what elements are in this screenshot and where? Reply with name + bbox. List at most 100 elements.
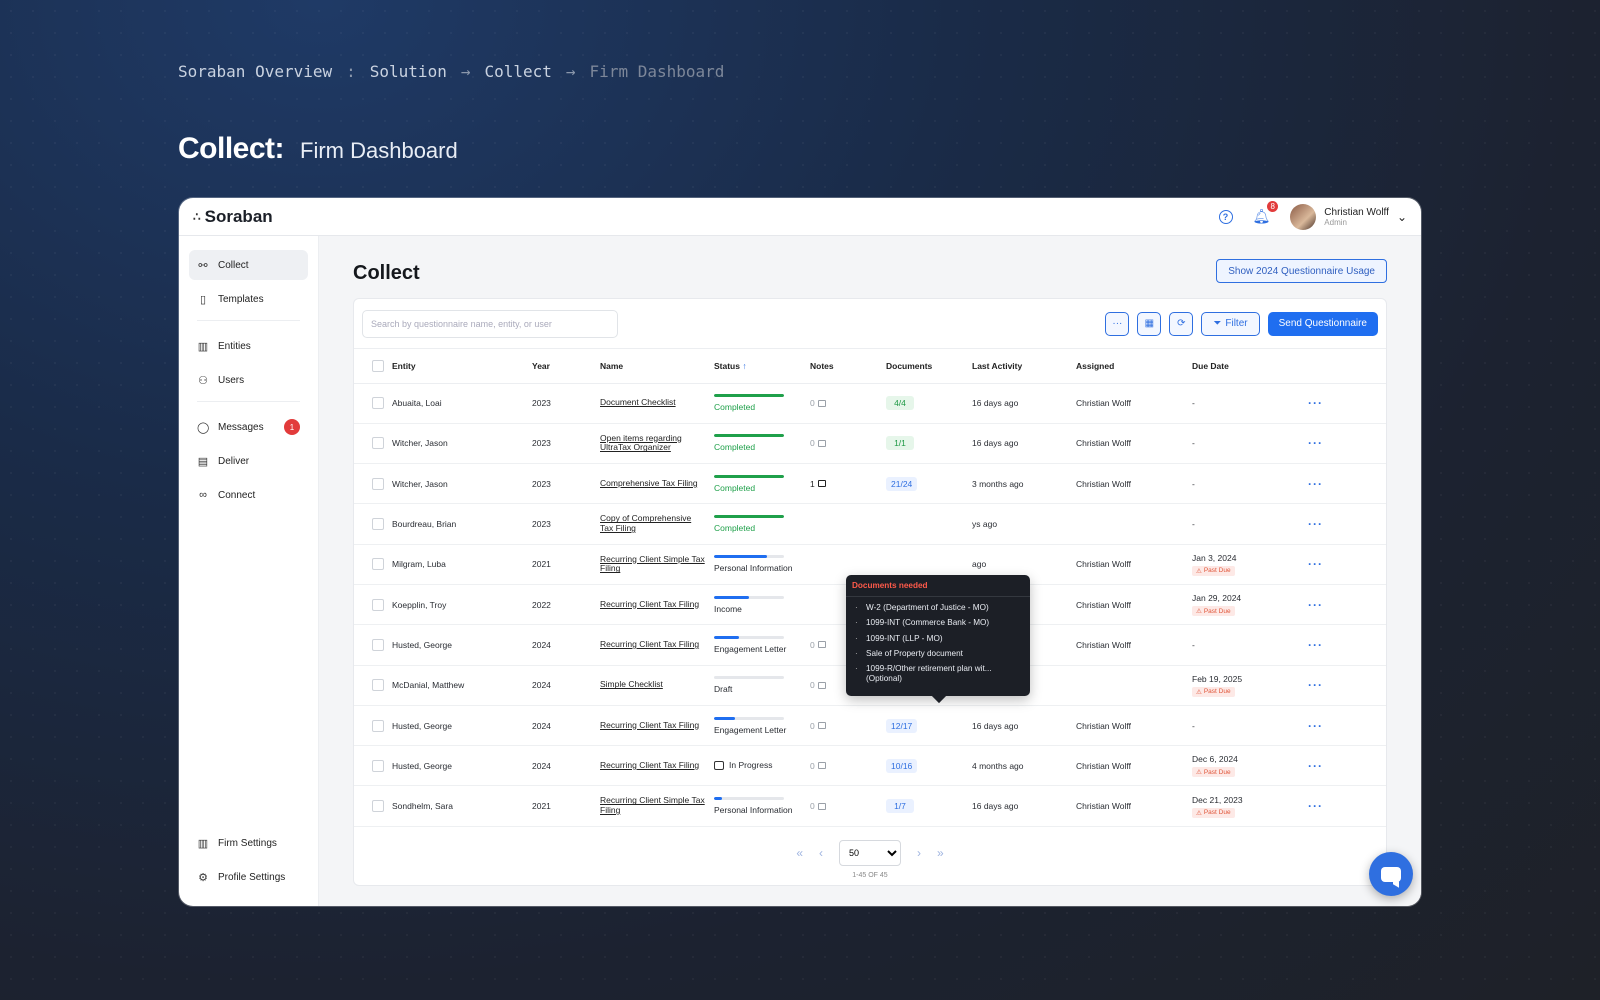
documents-badge[interactable]: 1/1 (886, 436, 914, 451)
row-actions-icon[interactable]: ··· (1308, 597, 1323, 612)
column-header[interactable]: Notes (806, 349, 882, 384)
column-header[interactable]: Assigned (1072, 349, 1188, 384)
calendar-icon[interactable]: ▦ (1137, 311, 1162, 336)
row-checkbox[interactable] (372, 518, 384, 531)
column-header-status[interactable]: Status ↑ (710, 349, 806, 384)
table-row[interactable]: Witcher, Jason 2023 Comprehensive Tax Fili… (354, 463, 1386, 505)
documents-badge[interactable]: 1/7 (886, 799, 914, 814)
row-actions-icon[interactable]: ··· (1308, 436, 1323, 451)
first-page-icon[interactable]: « (796, 846, 803, 860)
sidebar-item-messages[interactable]: ◯ Messages 1 (189, 412, 308, 442)
questionnaire-link[interactable]: Recurring Client Tax Filing (600, 719, 700, 730)
breadcrumb-separator: → (565, 62, 576, 81)
notes-indicator[interactable]: 1 (810, 479, 878, 489)
user-menu[interactable]: Christian Wolff Admin ⌄ (1290, 203, 1407, 230)
sidebar-item-users[interactable]: ⚇ Users (189, 365, 308, 395)
table-row[interactable]: Husted, George 2024 Recurring Client Tax F… (354, 705, 1386, 747)
table-row[interactable]: Husted, George 2024 Recurring Client Tax F… (354, 745, 1386, 787)
column-header[interactable]: Documents (882, 349, 968, 384)
questionnaire-link[interactable]: Recurring Client Tax Filing (600, 759, 700, 770)
sidebar-item-entities[interactable]: ▥ Entities (189, 331, 308, 361)
documents-badge[interactable]: 4/4 (886, 396, 914, 411)
notes-indicator[interactable]: 0 (810, 680, 878, 690)
notes-indicator[interactable]: 0 (810, 801, 878, 811)
row-checkbox[interactable] (372, 397, 384, 410)
row-checkbox[interactable] (372, 558, 384, 571)
row-actions-icon[interactable]: ··· (1308, 476, 1323, 491)
prev-page-icon[interactable]: ‹ (819, 846, 823, 860)
notes-indicator[interactable]: 0 (810, 398, 878, 408)
send-questionnaire-button[interactable]: Send Questionnaire (1267, 311, 1378, 336)
row-actions-icon[interactable]: ··· (1308, 799, 1323, 814)
questionnaire-link[interactable]: Document Checklist (600, 397, 676, 408)
questionnaire-link[interactable]: Recurring Client Simple Tax Filing (600, 553, 705, 574)
note-icon (817, 802, 826, 810)
search-input[interactable]: Search by questionnaire name, entity, or… (362, 309, 618, 338)
questionnaire-link[interactable]: Recurring Client Tax Filing (600, 639, 700, 650)
row-actions-icon[interactable]: ··· (1308, 396, 1323, 411)
row-actions-icon[interactable]: ··· (1308, 557, 1323, 572)
questionnaire-link[interactable]: Open items regarding UltraTax Organizer (600, 432, 682, 453)
row-checkbox[interactable] (372, 759, 384, 772)
row-checkbox[interactable] (372, 638, 384, 651)
filter-button[interactable]: ⏷ Filter (1201, 311, 1260, 336)
table-row[interactable]: Sondhelm, Sara 2021 Recurring Client Simpl… (354, 785, 1386, 827)
row-actions-icon[interactable]: ··· (1308, 758, 1323, 773)
sidebar-item-templates[interactable]: ▯ Templates (189, 284, 308, 314)
notes-indicator[interactable]: 0 (810, 761, 878, 771)
breadcrumb-item[interactable]: Soraban Overview (178, 62, 333, 81)
notes-indicator[interactable]: 0 (810, 721, 878, 731)
table-row[interactable]: Abuaita, Loai 2023 Document Checklist Compl… (354, 383, 1386, 424)
questionnaire-link[interactable]: Comprehensive Tax Filing (600, 477, 698, 488)
notes-indicator[interactable]: 0 (810, 640, 878, 650)
row-checkbox[interactable] (372, 719, 384, 732)
breadcrumb-item[interactable]: Solution (369, 62, 447, 81)
questionnaire-link[interactable]: Recurring Client Simple Tax Filing (600, 795, 705, 816)
sidebar-item-connect[interactable]: ∞ Connect (189, 480, 308, 510)
documents-badge[interactable]: 21/24 (886, 476, 918, 491)
sidebar-item-firm-settings[interactable]: ▥ Firm Settings (189, 828, 308, 858)
column-header[interactable]: Last Activity (968, 349, 1072, 384)
breadcrumb: Soraban Overview : Solution → Collect → … (178, 62, 724, 81)
row-checkbox[interactable] (372, 437, 384, 450)
logo[interactable]: ∴ Soraban (193, 207, 273, 227)
sidebar-item-deliver[interactable]: ▤ Deliver (189, 446, 308, 476)
breadcrumb-item[interactable]: Collect (484, 62, 552, 81)
questionnaire-link[interactable]: Recurring Client Tax Filing (600, 598, 700, 609)
row-checkbox[interactable] (372, 598, 384, 611)
chat-launcher-button[interactable] (1369, 852, 1413, 896)
more-options-icon[interactable]: ··· (1105, 311, 1130, 336)
documents-badge[interactable]: 10/16 (886, 758, 918, 773)
page-size-select[interactable]: 50 (839, 840, 901, 866)
table-row[interactable]: Witcher, Jason 2023 Open items regarding U… (354, 423, 1386, 465)
notes-indicator[interactable]: 0 (810, 438, 878, 448)
questionnaire-link[interactable]: Copy of Comprehensive Tax Filing (600, 513, 692, 534)
column-header[interactable]: Name (596, 349, 710, 384)
column-header[interactable]: Due Date (1188, 349, 1304, 384)
select-all-checkbox[interactable] (372, 359, 384, 372)
due-date-cell: - (1188, 624, 1304, 666)
row-checkbox[interactable] (372, 679, 384, 692)
column-header[interactable]: Year (528, 349, 596, 384)
row-actions-icon[interactable]: ··· (1308, 718, 1323, 733)
next-page-icon[interactable]: › (917, 846, 921, 860)
row-checkbox[interactable] (372, 800, 384, 813)
row-actions-icon[interactable]: ··· (1308, 678, 1323, 693)
sidebar-item-profile-settings[interactable]: ⚙ Profile Settings (189, 862, 308, 892)
due-date-cell: - (1188, 423, 1304, 465)
notifications-button[interactable]: 🔔︎ 8 (1253, 201, 1279, 225)
refresh-icon[interactable]: ⟳ (1169, 311, 1194, 336)
documents-badge[interactable]: 12/17 (886, 718, 918, 733)
row-actions-icon[interactable]: ··· (1308, 517, 1323, 532)
row-actions-icon[interactable]: ··· (1308, 637, 1323, 652)
questionnaire-link[interactable]: Simple Checklist (600, 679, 663, 690)
table-row[interactable]: Bourdreau, Brian 2023 Copy of Comprehensiv… (354, 503, 1386, 545)
status-progress-bar (714, 797, 784, 801)
row-checkbox[interactable] (372, 477, 384, 490)
sidebar-item-collect[interactable]: ⚯ Collect (189, 250, 308, 280)
show-usage-button[interactable]: Show 2024 Questionnaire Usage (1216, 259, 1387, 283)
due-date-cell: Dec 21, 2023 ⚠ Past Due (1188, 785, 1304, 827)
help-icon[interactable]: ? (1218, 209, 1233, 224)
last-page-icon[interactable]: » (937, 846, 944, 860)
column-header[interactable]: Entity (388, 349, 528, 384)
